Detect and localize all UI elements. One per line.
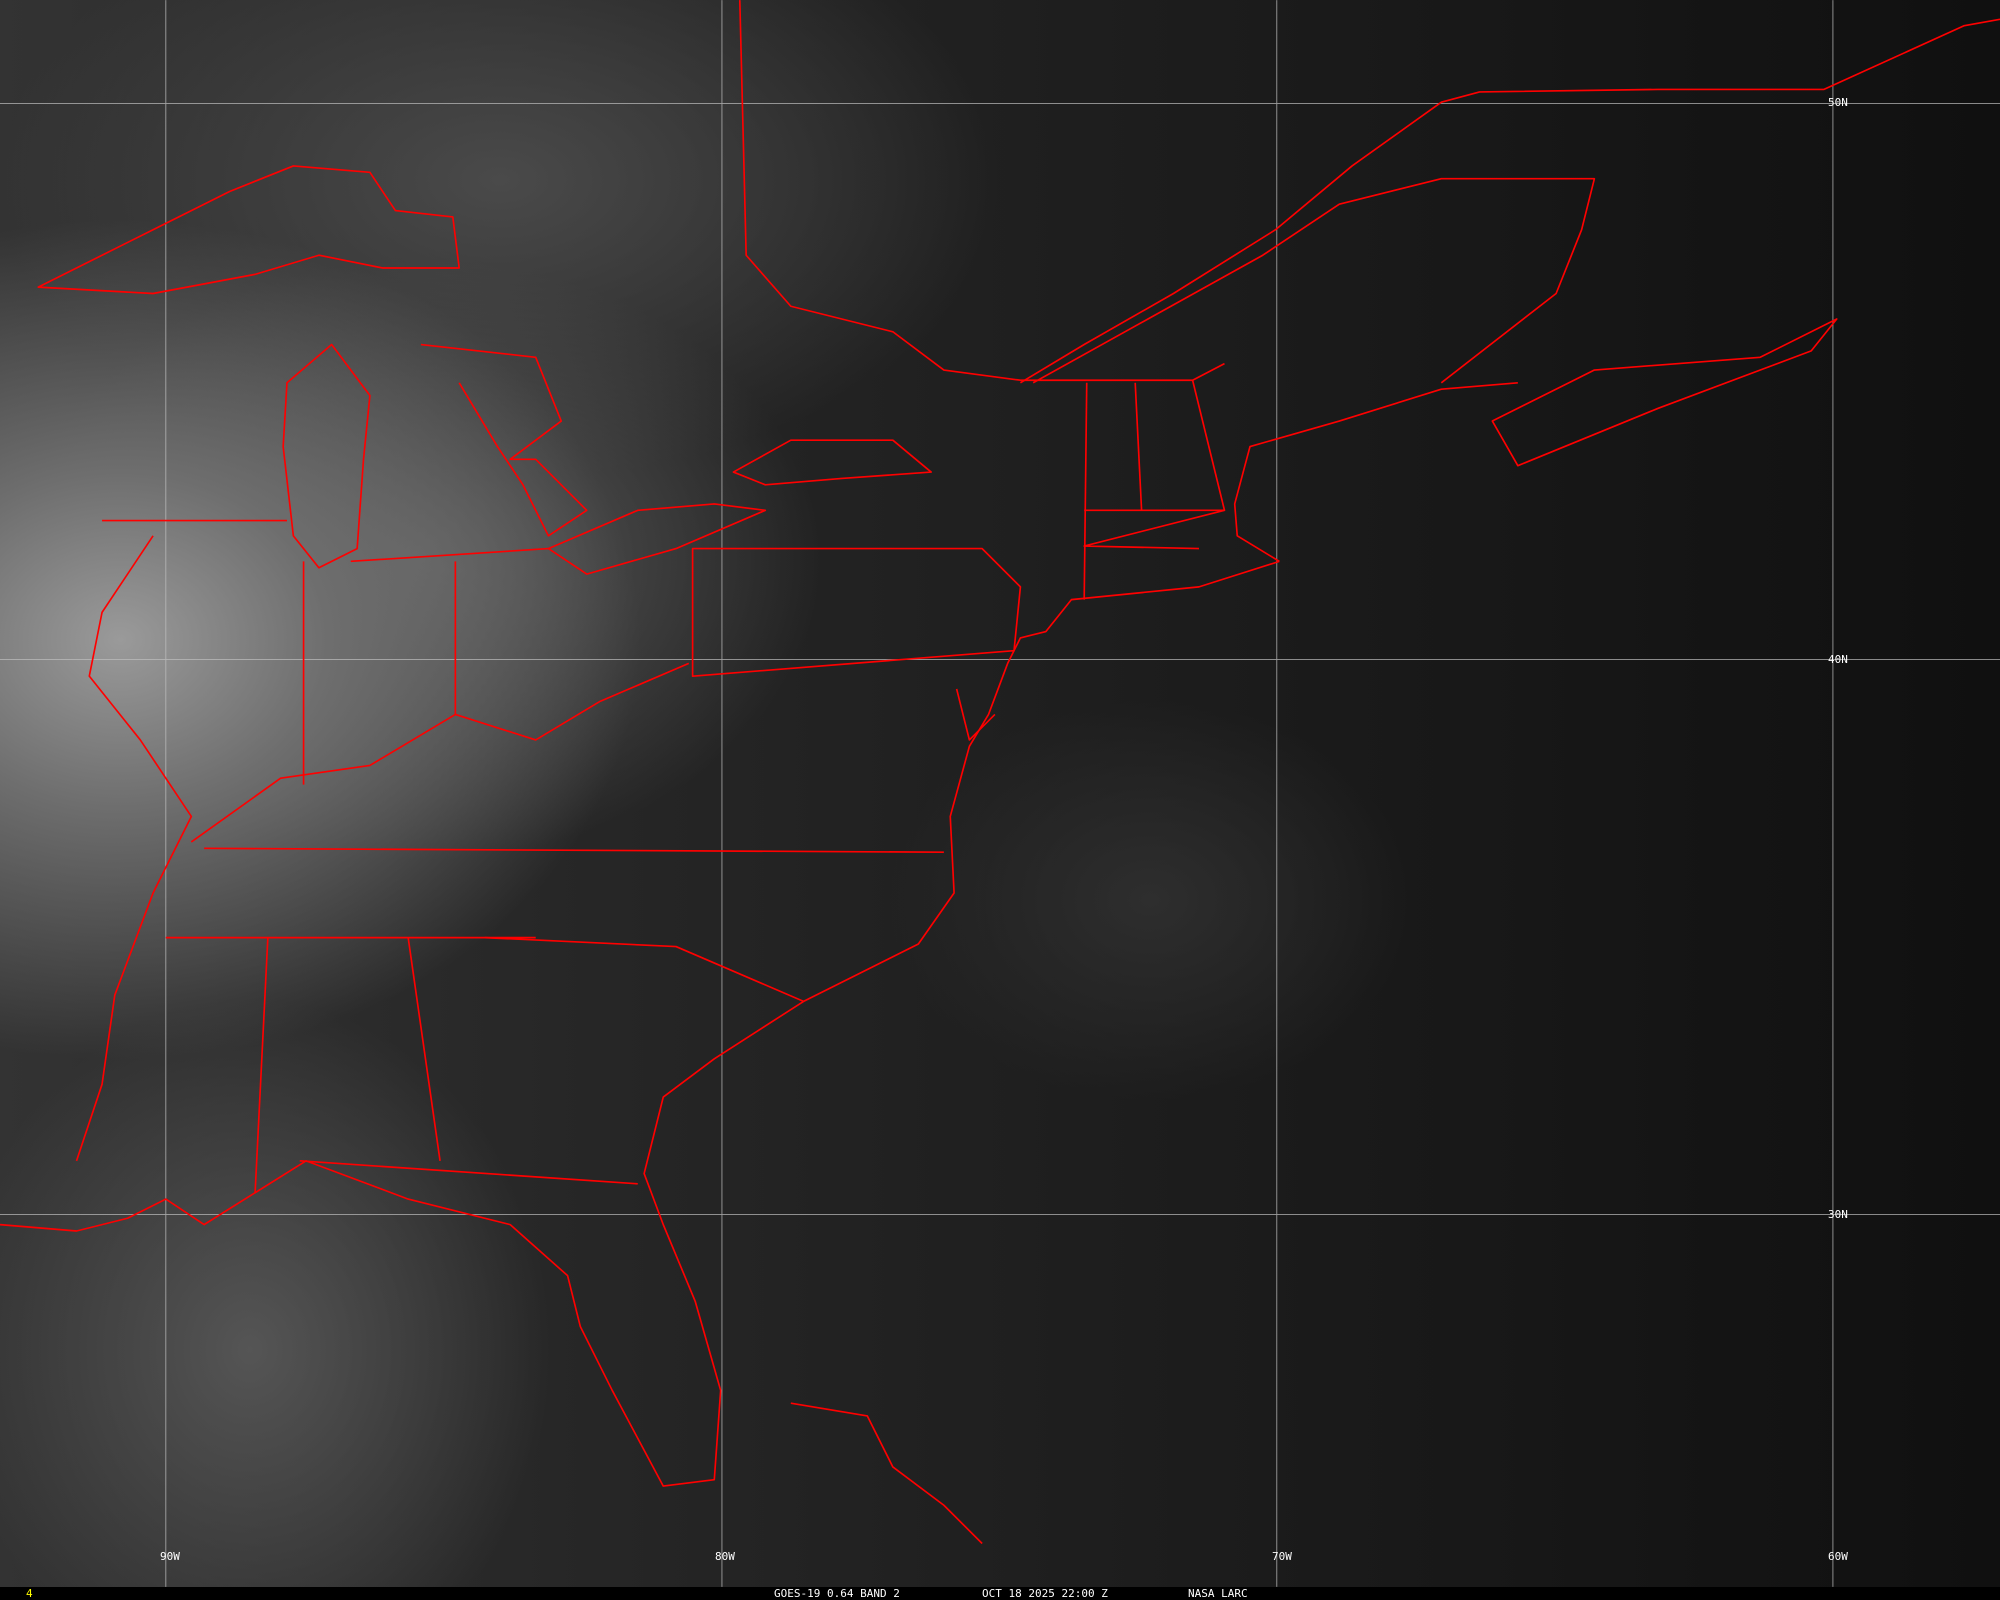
image-datetime: OCT 18 2025 22:00 Z (982, 1587, 1108, 1600)
lon-label-70w: 70W (1272, 1550, 1292, 1563)
cuba (790, 1402, 983, 1545)
satellite-band: GOES-19 0.64 BAND 2 (774, 1587, 900, 1600)
lat-label-40n: 40N (1828, 653, 1848, 666)
nova-scotia (1491, 318, 1838, 467)
ohio-river (190, 662, 690, 843)
mass-border (1083, 509, 1226, 550)
nc-sc-border (484, 936, 804, 1003)
mi-oh-border (350, 547, 549, 563)
lake-erie (547, 503, 767, 575)
st-lawrence-south (1032, 177, 1596, 384)
frame-number: 4 (26, 1587, 33, 1600)
lat-label-50n: 50N (1828, 96, 1848, 109)
lake-superior (37, 165, 461, 295)
lon-label-90w: 90W (160, 1550, 180, 1563)
lake-huron (420, 343, 588, 537)
new-england-coast (1233, 381, 1518, 563)
mississippi-river (75, 535, 193, 1162)
fl-ga-border (299, 1160, 638, 1185)
new-england-west-border (1083, 382, 1088, 600)
lat-label-30n: 30N (1828, 1208, 1848, 1221)
footer-bar: 4 GOES-19 0.64 BAND 2 OCT 18 2025 22:00 … (0, 1587, 2000, 1600)
coastlines-and-borders (0, 0, 2000, 1545)
lon-label-80w: 80W (715, 1550, 735, 1563)
lake-michigan (282, 343, 371, 569)
nc-va-border (204, 847, 944, 854)
ga-al-border (407, 937, 441, 1161)
nh-me-border (1191, 380, 1226, 511)
delmarva (955, 688, 996, 741)
lon-label-60w: 60W (1828, 1550, 1848, 1563)
vt-nh-border (1134, 382, 1143, 511)
image-source: NASA LARC (1188, 1587, 1248, 1600)
canada-border (738, 0, 1225, 382)
east-coast (0, 560, 1280, 1487)
pennsylvania-border (691, 547, 1022, 677)
al-ms-border (254, 937, 269, 1193)
st-lawrence-north (1019, 18, 2000, 384)
lake-ontario (732, 439, 932, 486)
